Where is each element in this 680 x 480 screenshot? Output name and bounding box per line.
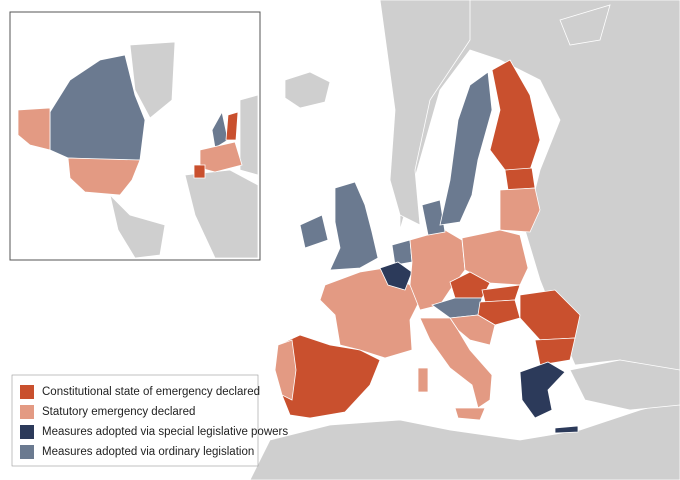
main-map bbox=[249, 0, 680, 480]
country bbox=[454, 407, 486, 421]
land bbox=[109, 193, 166, 259]
land bbox=[559, 4, 611, 46]
land bbox=[239, 94, 259, 176]
country bbox=[419, 317, 493, 409]
legend-label: Measures adopted via ordinary legislatio… bbox=[42, 446, 254, 458]
country bbox=[49, 54, 146, 161]
legend-swatch bbox=[20, 425, 34, 439]
legend-box bbox=[11, 374, 259, 467]
country bbox=[417, 367, 429, 393]
country bbox=[379, 261, 413, 291]
legend-swatch bbox=[20, 405, 34, 419]
country bbox=[504, 167, 536, 191]
legend-swatch bbox=[20, 445, 34, 459]
country bbox=[499, 187, 541, 233]
country bbox=[299, 214, 329, 249]
legend: Constitutional state of emergency declar… bbox=[11, 374, 288, 467]
land bbox=[569, 359, 680, 411]
inset-map bbox=[9, 11, 261, 261]
land bbox=[379, 0, 471, 226]
land bbox=[184, 169, 259, 259]
legend-label: Constitutional state of emergency declar… bbox=[42, 386, 260, 398]
country bbox=[329, 181, 379, 271]
legend-items: Constitutional state of emergency declar… bbox=[20, 385, 288, 459]
country bbox=[421, 199, 446, 236]
country bbox=[193, 164, 206, 179]
country bbox=[67, 157, 141, 196]
country bbox=[519, 361, 566, 419]
country bbox=[409, 229, 466, 311]
legend-swatch bbox=[20, 385, 34, 399]
country bbox=[274, 339, 297, 401]
land bbox=[249, 399, 680, 480]
land bbox=[129, 41, 176, 119]
country bbox=[17, 107, 51, 151]
legend-label: Statutory emergency declared bbox=[42, 406, 195, 418]
land bbox=[284, 71, 331, 109]
country bbox=[477, 299, 521, 326]
country bbox=[554, 425, 579, 434]
country bbox=[534, 337, 576, 366]
country bbox=[439, 71, 493, 226]
country bbox=[225, 111, 239, 141]
legend-label: Measures adopted via special legislative… bbox=[42, 426, 288, 438]
